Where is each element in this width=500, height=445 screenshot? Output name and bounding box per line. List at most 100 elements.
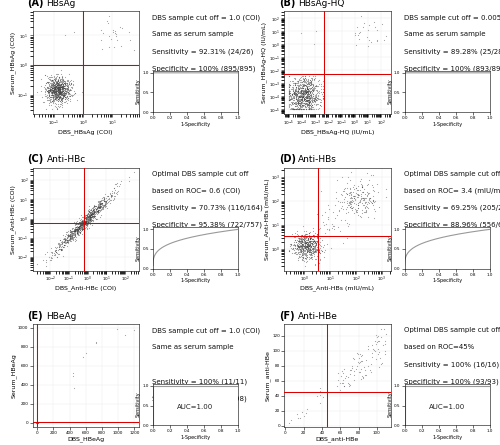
Point <box>55 96 63 103</box>
Point <box>54 81 62 88</box>
Point <box>75 222 83 229</box>
Point <box>358 206 366 214</box>
Point <box>293 106 301 113</box>
Point <box>307 93 315 100</box>
Point <box>50 87 58 94</box>
Point <box>82 221 90 228</box>
Point <box>34 419 42 426</box>
Point <box>85 212 93 219</box>
Point <box>70 234 78 241</box>
Point <box>319 93 327 100</box>
Point <box>306 239 314 246</box>
Point <box>311 94 319 101</box>
Point <box>301 85 309 92</box>
Point <box>320 229 328 236</box>
Point <box>49 81 57 88</box>
Point <box>375 204 383 211</box>
Point <box>298 84 306 91</box>
Point <box>72 223 80 231</box>
Point <box>42 86 50 93</box>
Point <box>72 233 80 240</box>
Point <box>66 231 74 238</box>
Point <box>58 101 66 108</box>
Point <box>354 212 362 219</box>
Point <box>50 87 58 94</box>
Point <box>51 95 59 102</box>
Point <box>45 73 53 81</box>
Point <box>302 230 310 237</box>
Point <box>349 197 357 204</box>
Point <box>57 89 65 97</box>
Point <box>70 227 78 234</box>
Point <box>49 95 57 102</box>
Point <box>96 202 104 210</box>
Point <box>289 98 297 105</box>
Point <box>107 194 115 201</box>
Point <box>64 81 72 88</box>
Point <box>312 96 320 103</box>
Point <box>374 339 382 346</box>
Point <box>72 220 80 227</box>
Point <box>349 183 357 190</box>
Point <box>100 203 108 210</box>
Point <box>52 95 60 102</box>
Point <box>49 82 57 89</box>
Point <box>118 25 126 32</box>
Point <box>60 83 68 90</box>
Point <box>48 74 56 81</box>
Point <box>310 84 318 91</box>
Point <box>362 206 370 214</box>
Point <box>304 86 312 93</box>
Text: based on ROC= 0.6 (COI): based on ROC= 0.6 (COI) <box>152 188 240 194</box>
Point <box>80 216 88 223</box>
Point <box>378 359 386 366</box>
Point <box>350 182 358 189</box>
Point <box>68 231 76 238</box>
Point <box>86 211 94 218</box>
Point <box>86 215 94 222</box>
Point <box>50 73 58 81</box>
Point <box>304 254 312 261</box>
Point <box>72 229 80 236</box>
Point <box>93 207 101 214</box>
Point <box>55 87 63 94</box>
Point <box>48 89 56 96</box>
Point <box>54 84 62 91</box>
Point <box>313 392 321 399</box>
Point <box>104 43 112 50</box>
Point <box>301 82 309 89</box>
Point <box>314 239 322 246</box>
Point <box>340 195 348 202</box>
Point <box>54 74 62 81</box>
Point <box>90 202 98 210</box>
Point <box>76 218 84 226</box>
Point <box>293 90 301 97</box>
Point <box>290 105 298 113</box>
Point <box>55 88 63 95</box>
Point <box>37 82 45 89</box>
Point <box>64 90 72 97</box>
Point <box>303 243 311 250</box>
Point <box>315 240 323 247</box>
Point <box>82 225 90 232</box>
Point <box>77 218 85 225</box>
Point <box>285 73 293 80</box>
Point <box>301 244 309 251</box>
Point <box>295 105 303 112</box>
Point <box>76 221 84 228</box>
Point <box>287 99 295 106</box>
Point <box>304 82 312 89</box>
Point <box>304 79 312 86</box>
Point <box>299 247 307 254</box>
Point <box>74 229 82 236</box>
Point <box>48 105 56 113</box>
Point <box>324 214 332 221</box>
Point <box>51 93 59 100</box>
Point <box>296 252 304 259</box>
Point <box>56 88 64 95</box>
Point <box>54 89 62 96</box>
Point <box>61 95 69 102</box>
Point <box>54 85 62 92</box>
Point <box>69 229 77 236</box>
Point <box>51 95 59 102</box>
